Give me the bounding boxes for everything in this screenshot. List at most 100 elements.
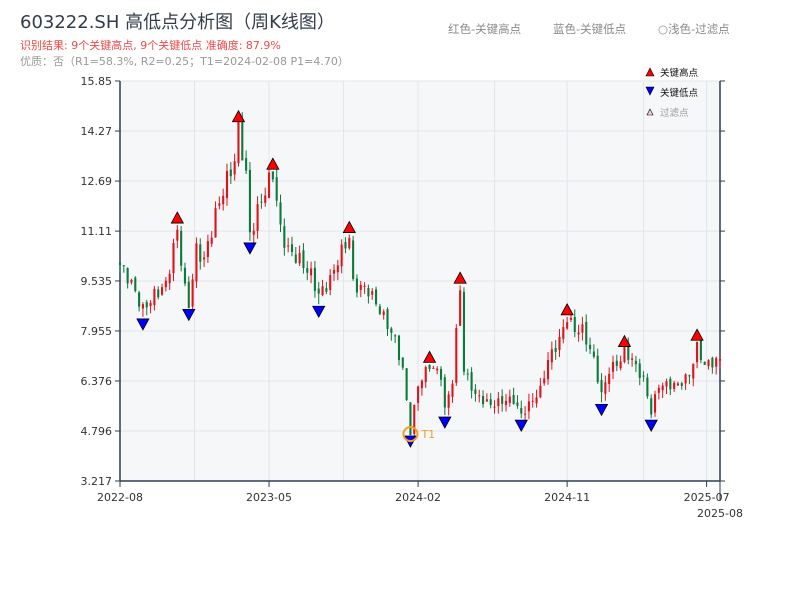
candle-body — [631, 358, 634, 360]
key-low-marker — [182, 308, 196, 322]
y-tick-label: 7.955 — [81, 325, 113, 338]
y-tick-label: 9.535 — [81, 275, 113, 288]
candle-body — [287, 245, 290, 247]
candle-body — [329, 275, 332, 290]
t1-label: T1 — [420, 428, 435, 441]
chart-title: 603222.SH 高低点分析图（周K线图） — [20, 12, 335, 33]
candle-body — [489, 399, 492, 406]
candle-body — [164, 280, 167, 288]
candle-body — [310, 268, 313, 276]
candle-body — [417, 386, 420, 403]
candle-body — [203, 257, 206, 260]
y-tick-label: 4.796 — [81, 425, 113, 438]
candle-body — [397, 335, 401, 361]
candle-body — [611, 361, 615, 372]
key-low-marker — [644, 419, 658, 433]
candle-body — [497, 398, 500, 407]
quality-summary: 优质：否（R1=58.3%, R2=0.25；T1=2024-02-08 P1=… — [20, 55, 349, 68]
key-high-marker — [342, 220, 356, 233]
candle-body — [195, 243, 198, 282]
candle-body — [157, 289, 160, 298]
candle-body — [589, 344, 592, 350]
candle-body — [562, 327, 565, 339]
candle-body — [187, 281, 190, 309]
candle-body — [692, 363, 695, 379]
candle-body — [279, 202, 282, 225]
candle-body — [703, 361, 706, 365]
candle-body — [180, 230, 183, 266]
candle-body — [394, 335, 397, 337]
key-high-marker — [560, 303, 574, 316]
candle-body — [558, 336, 561, 351]
key-low-marker — [136, 318, 150, 331]
candle-body — [245, 158, 248, 171]
y-tick-label: 15.85 — [81, 75, 113, 88]
candle-body — [134, 277, 137, 291]
x-tick-label: 2025-07 — [684, 491, 730, 504]
candle-body — [585, 321, 588, 345]
candle-body — [409, 402, 412, 436]
candle-body — [665, 381, 668, 387]
candle-body — [684, 374, 687, 384]
key-high-marker — [170, 211, 184, 224]
candle-body — [447, 394, 450, 408]
candle-body — [462, 291, 465, 372]
key-high-marker — [690, 328, 704, 341]
candle-body — [642, 375, 645, 377]
candle-body — [608, 373, 611, 384]
candle-body — [267, 172, 271, 198]
x-tick-label: 2023-05 — [246, 491, 292, 504]
candle-body — [596, 355, 599, 383]
x-tick-label: 2025-08 — [697, 507, 743, 520]
candle-body — [340, 244, 343, 267]
candle-body — [382, 311, 385, 316]
candle-body — [386, 309, 389, 330]
x-tick-label: 2024-02 — [395, 491, 441, 504]
candle-body — [390, 328, 393, 333]
candle-body — [439, 368, 443, 380]
candle-body — [535, 397, 538, 404]
candle-body — [172, 243, 175, 274]
candle-body — [191, 279, 194, 307]
candle-body — [604, 382, 607, 394]
candle-body — [592, 351, 595, 357]
candle-body — [657, 387, 660, 393]
candle-body — [317, 288, 320, 294]
candle-body — [554, 348, 557, 352]
candle-body — [669, 378, 672, 390]
candle-body — [573, 317, 576, 332]
candle-body — [455, 328, 458, 383]
hint-red-high: 红色-关键高点 — [448, 22, 522, 36]
candle-body — [313, 267, 316, 291]
candle-body — [676, 383, 680, 386]
candle-body — [432, 367, 435, 369]
candle-body — [210, 237, 213, 244]
legend-low-icon — [645, 86, 655, 96]
y-tick-label: 6.376 — [81, 375, 113, 388]
candle-body — [653, 394, 657, 413]
key-high-marker — [453, 271, 467, 284]
candle-body — [218, 203, 221, 206]
candle-body — [638, 363, 641, 378]
candle-body — [600, 380, 603, 393]
candle-body — [145, 302, 148, 308]
candle-body — [141, 304, 144, 309]
candle-body — [673, 382, 676, 390]
candle-body — [233, 161, 236, 175]
candle-body — [298, 252, 301, 264]
key-high-marker — [266, 157, 280, 170]
candle-body — [130, 279, 133, 283]
candle-body — [478, 395, 481, 397]
x-tick-label: 2024-11 — [544, 491, 590, 504]
legend-filtered-icon — [646, 108, 654, 116]
candle-body — [252, 230, 255, 235]
candle-body — [118, 262, 122, 265]
candle-body — [256, 204, 259, 231]
candle-body — [718, 359, 722, 361]
candle-body — [378, 306, 381, 314]
candle-body — [206, 241, 209, 258]
candle-body — [577, 332, 580, 335]
candle-body — [355, 278, 358, 293]
candle-body — [306, 268, 309, 273]
